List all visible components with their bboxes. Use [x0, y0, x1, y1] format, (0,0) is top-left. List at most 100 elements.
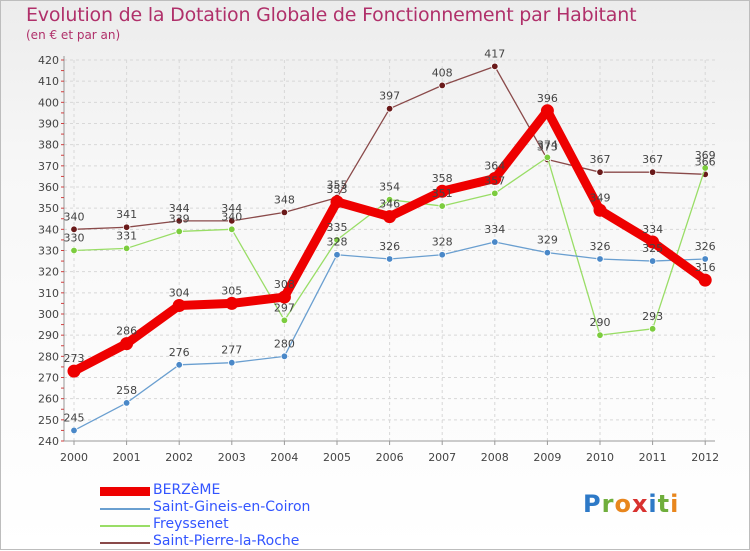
series-layer [67, 62, 712, 435]
data-point [540, 104, 554, 118]
data-point [646, 235, 660, 249]
chart-subtitle: (en € et par an) [26, 28, 121, 42]
data-label: 334 [642, 223, 663, 236]
data-point [648, 325, 657, 333]
data-point [491, 62, 499, 71]
data-label: 348 [274, 193, 295, 206]
x-tick-label: 2004 [270, 451, 298, 464]
data-point [385, 195, 394, 204]
legend-label: BERZèME [153, 482, 221, 498]
data-label: 397 [379, 90, 400, 103]
y-tick-label: 420 [38, 54, 59, 67]
x-tick-label: 2008 [481, 451, 509, 464]
logo-letter: x [631, 490, 649, 518]
data-label-layer: 273 286 304 305 308 353 346 358 364 396 349 334 316 2… [64, 47, 716, 424]
data-label: 326 [379, 240, 400, 253]
data-label: 344 [221, 202, 242, 215]
logo-letter: t [657, 490, 671, 518]
x-tick-label: 2003 [218, 451, 246, 464]
data-label: 367 [590, 153, 611, 166]
data-point [122, 244, 131, 253]
data-label: 366 [695, 155, 716, 168]
data-label: 305 [221, 284, 242, 297]
data-point [330, 195, 344, 209]
x-tick-label: 2002 [165, 451, 193, 464]
data-point [543, 153, 552, 162]
data-point [122, 399, 131, 407]
data-point [438, 251, 446, 259]
x-tick-label: 2009 [533, 451, 561, 464]
data-point [67, 364, 81, 378]
chart-title: Evolution de la Dotation Globale de Fonc… [26, 4, 637, 26]
logo-letter: o [614, 490, 632, 518]
data-label: 326 [695, 240, 716, 253]
data-label: 334 [484, 223, 505, 236]
data-point [438, 81, 446, 90]
data-label: 273 [64, 352, 85, 365]
data-point [175, 227, 183, 236]
data-label: 329 [537, 234, 558, 247]
data-point [596, 255, 604, 263]
data-label: 344 [169, 202, 190, 215]
data-label: 293 [642, 310, 663, 323]
data-point [488, 172, 502, 186]
data-label: 316 [695, 261, 716, 274]
data-point [175, 361, 183, 369]
data-label: 353 [327, 183, 348, 196]
data-point [435, 184, 449, 198]
data-label: 328 [327, 236, 348, 249]
data-label: 326 [590, 240, 611, 253]
y-tick-label: 300 [38, 308, 59, 321]
data-point [333, 251, 341, 259]
data-label: 276 [169, 346, 190, 359]
x-tick-label: 2007 [428, 451, 456, 464]
y-tick-label: 280 [38, 350, 59, 363]
data-point [385, 255, 394, 263]
axis-layer: 240 250 260 270 280 290 300 310 320 330 340 350 360 3… [38, 54, 719, 464]
data-point [648, 257, 657, 265]
data-label: 325 [642, 242, 663, 255]
data-label: 367 [642, 153, 663, 166]
data-label: 396 [537, 92, 558, 105]
data-label: 280 [274, 337, 295, 350]
x-tick-label: 2011 [639, 451, 667, 464]
data-label: 349 [590, 191, 611, 204]
data-point [280, 316, 289, 325]
y-tick-label: 350 [38, 202, 59, 215]
data-point [333, 236, 341, 244]
legend-label: Saint-Gineis-en-Coiron [153, 499, 311, 515]
x-tick-label: 2012 [691, 451, 719, 464]
data-point [228, 217, 236, 225]
y-tick-label: 270 [38, 372, 59, 385]
x-tick-label: 2005 [323, 451, 351, 464]
data-point [228, 225, 236, 234]
data-point [596, 331, 604, 339]
data-point [120, 337, 134, 351]
data-point [228, 358, 236, 367]
y-tick-label: 400 [38, 96, 59, 109]
data-label: 330 [64, 232, 85, 245]
y-tick-label: 370 [38, 160, 59, 173]
y-tick-label: 320 [38, 266, 59, 279]
data-point [383, 210, 397, 224]
y-tick-label: 340 [38, 223, 59, 236]
data-point [593, 203, 607, 217]
data-label: 369 [695, 149, 716, 162]
data-label: 358 [432, 172, 453, 185]
data-point [701, 164, 709, 172]
y-tick-label: 390 [38, 118, 59, 131]
data-label: 346 [379, 198, 400, 211]
data-label: 354 [379, 181, 400, 194]
y-tick-label: 240 [38, 435, 59, 448]
data-label: 286 [116, 325, 137, 338]
logo-letter: i [670, 490, 680, 518]
data-point [438, 202, 446, 210]
data-label: 374 [537, 138, 558, 151]
data-label: 340 [221, 210, 242, 223]
legend-label: Saint-Pierre-la-Roche [153, 533, 300, 549]
data-point [70, 426, 78, 435]
data-point [701, 255, 709, 263]
logo-letter: i [648, 490, 658, 518]
